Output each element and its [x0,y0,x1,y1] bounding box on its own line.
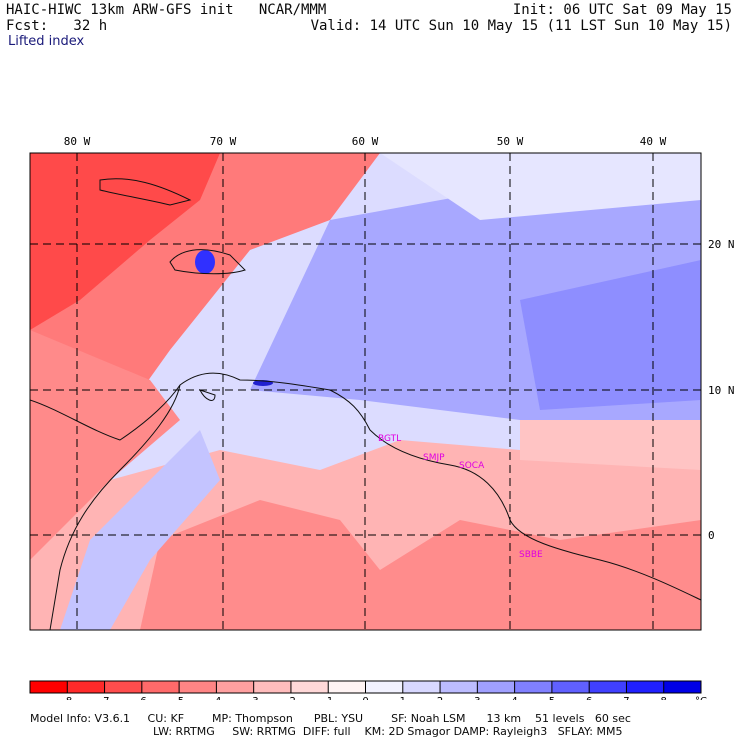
colorbar-swatch [104,681,143,693]
lon-label-70w: 70 W [210,135,237,148]
colorbar-tick-label: 5 [549,696,555,700]
station-sbbe: SBBE [519,550,543,560]
lon-label-60w: 60 W [352,135,379,148]
colorbar-tick-label: 0 [362,696,368,700]
colorbar-swatch [365,681,404,693]
colorbar-swatch [589,681,627,693]
colorbar-tick-label: 2 [437,696,443,700]
model-info-line1: Model Info: V3.6.1 CU: KF MP: Thompson P… [30,712,631,725]
colorbar-swatch [30,681,68,693]
colorbar-swatch [402,681,441,693]
init-time: Init: 06 UTC Sat 09 May 15 [512,2,732,18]
colorbar: -8 -7 -6 -5 -4 -3 -2 -1 0 1 2 3 4 5 6 7 8 [29,680,702,700]
colorbar-tick-label: 3 [474,696,480,700]
graticule [30,153,701,630]
colorbar-swatch [663,681,702,693]
colorbar-tick-label: 6 [586,696,592,700]
colorbar-swatch [514,681,553,693]
station-labels: BGTL SMJP SOCA SBBE [378,434,543,560]
station-smjp: SMJP [423,453,445,463]
colorbar-swatch [141,681,180,693]
lat-labels: 20 N 10 N 0 [708,238,735,542]
colorbar-swatch [67,681,106,693]
lon-labels: 80 W 70 W 60 W 50 W 40 W [64,135,667,148]
colorbar-tick-label: 8 [661,696,667,700]
lat-label-eq: 0 [708,529,715,542]
colorbar-swatch [328,681,366,693]
colorbar-swatch [551,681,590,693]
colorbar-tick-label: -1 [323,696,333,700]
colorbar-tick-label: 7 [623,696,629,700]
lat-label-20n: 20 N [708,238,735,251]
colorbar-tick-label: -8 [62,696,72,700]
colorbar-tick-label: -2 [286,696,296,700]
plot-title: HAIC-HIWC 13km ARW-GFS init NCAR/MMM [6,2,327,18]
colorbar-tick-label: -6 [137,696,147,700]
lon-label-80w: 80 W [64,135,91,148]
coastlines [30,178,701,630]
colorbar-swatch [253,681,292,693]
colorbar-unit: °C [695,696,707,700]
colorbar-tick-label: -3 [249,696,259,700]
colorbar-swatch [477,681,516,693]
colorbar-tick-label: 1 [400,696,406,700]
lon-label-50w: 50 W [497,135,524,148]
colorbar-swatch [179,681,217,693]
colorbar-tick-label: -7 [100,696,110,700]
lon-label-40w: 40 W [640,135,667,148]
station-bgtl: BGTL [378,434,401,444]
valid-time: Valid: 14 UTC Sun 10 May 15 (11 LST Sun … [310,18,732,34]
forecast-hour: Fcst: 32 h [6,18,108,34]
lifted-index-map: 80 W 70 W 60 W 50 W 40 W 20 N 10 N 0 BGT… [29,135,735,700]
station-soca: SOCA [459,461,485,471]
colorbar-tick-label: -4 [211,696,221,700]
colorbar-swatch [216,681,255,693]
colorbar-tick-label: 4 [511,696,517,700]
colorbar-tick-label: -5 [174,696,184,700]
model-info-line2: LW: RRTMG SW: RRTMG DIFF: full KM: 2D Sm… [153,725,623,738]
field-name: Lifted index [8,34,85,49]
colorbar-swatch [626,681,665,693]
colorbar-swatch [290,681,329,693]
lat-label-10n: 10 N [708,384,735,397]
colorbar-swatch [440,681,478,693]
